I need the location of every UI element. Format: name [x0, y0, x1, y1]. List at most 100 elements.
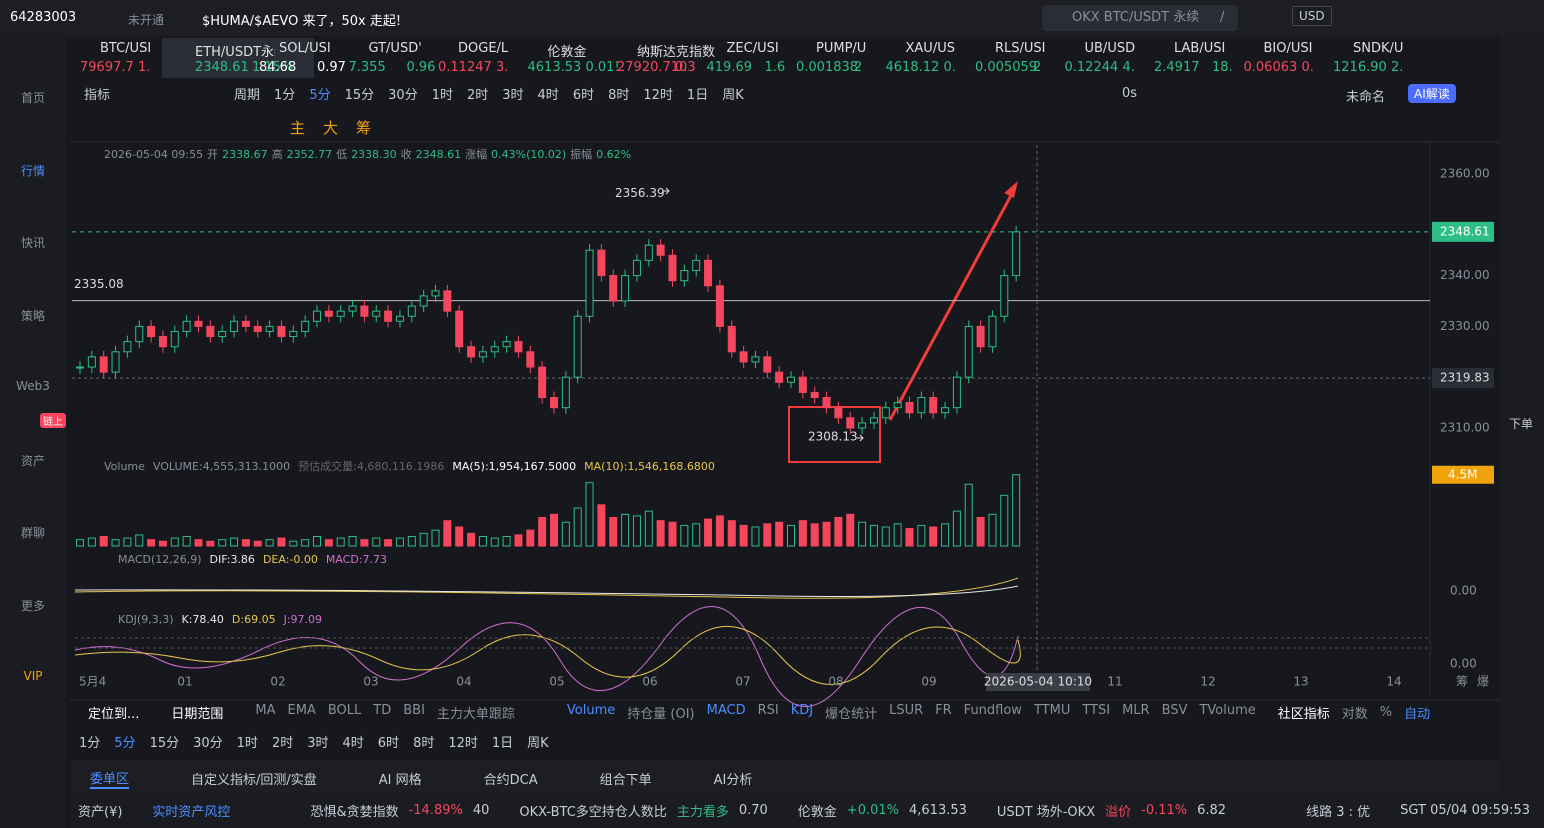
order[interactable]: 下单 — [1509, 417, 1534, 431]
ticker-name[interactable]: 伦敦金 — [547, 45, 587, 60]
range[interactable]: 日期范围 — [171, 707, 224, 722]
ticker-name[interactable]: BTC/USI — [100, 41, 152, 56]
tab[interactable]: AI分析 — [713, 773, 753, 788]
sub-ind[interactable]: BSV — [1161, 703, 1188, 718]
layout[interactable]: 未命名 — [1346, 90, 1386, 105]
ticker-name[interactable]: LAB/USI — [1174, 41, 1226, 56]
ticker-name[interactable]: UB/USD — [1084, 41, 1136, 56]
nav-item[interactable]: Web3 — [16, 379, 50, 393]
ticker-name[interactable]: GT/USD' — [368, 41, 422, 56]
asset[interactable]: 资产(¥) — [78, 805, 123, 820]
interval[interactable]: 1分 — [79, 736, 101, 751]
search[interactable]: OKX BTC/USDT 永续 — [1042, 5, 1238, 31]
tab[interactable]: 组合下单 — [599, 773, 652, 788]
ticker-name[interactable]: SNDK/U — [1353, 41, 1404, 56]
sub-ind[interactable]: Volume — [566, 703, 616, 718]
ticker-name[interactable]: PUMP/U — [816, 41, 867, 56]
sub-ind[interactable]: KDJ — [790, 703, 814, 718]
ticker-name[interactable]: 纳斯达克指数 — [637, 45, 716, 60]
interval[interactable]: 3时 — [502, 87, 524, 103]
sub-ind[interactable]: MLR — [1122, 703, 1150, 718]
ticker-name[interactable]: RLS/USI — [995, 41, 1046, 56]
ai-btn[interactable]: AI解读 — [1408, 84, 1456, 103]
nav-item[interactable]: 资产 — [20, 453, 45, 468]
interval[interactable]: 6时 — [572, 87, 595, 103]
nav-item[interactable]: 策略 — [20, 308, 45, 323]
nav-item[interactable]: 更多 — [20, 598, 45, 613]
interval[interactable]: 5分 — [114, 736, 136, 751]
tab[interactable]: AI 网格 — [378, 773, 422, 788]
interval[interactable]: 1分 — [274, 87, 296, 103]
candle — [1012, 231, 1021, 277]
candle — [241, 320, 250, 327]
interval[interactable]: 1日 — [491, 736, 514, 751]
x-tick-label: 06 — [642, 675, 657, 689]
nav-item[interactable]: 行情 — [20, 163, 45, 178]
interval[interactable]: 2时 — [466, 87, 489, 103]
interval[interactable]: 3时 — [307, 736, 329, 751]
sub-ind[interactable]: 持仓量 (OI) — [627, 707, 695, 722]
sub-ind[interactable]: RSI — [757, 703, 779, 718]
sub-ind[interactable]: Fundflow — [963, 703, 1022, 718]
sub-ind[interactable]: 爆仓统计 — [825, 707, 878, 722]
nav-item[interactable]: 快讯 — [20, 236, 45, 250]
tab[interactable]: 委单区 — [90, 768, 130, 789]
risk[interactable]: 实时资产风控 — [152, 805, 231, 820]
main-ind[interactable]: BOLL — [327, 703, 362, 718]
interval[interactable]: 1时 — [431, 87, 453, 103]
interval[interactable]: 周K — [722, 87, 744, 103]
main-ind[interactable]: EMA — [287, 703, 316, 718]
ticker-name[interactable]: ZEC/USI — [726, 41, 779, 56]
x-tick-label: 05 — [549, 675, 564, 689]
interval[interactable]: 8时 — [413, 736, 435, 751]
auto[interactable]: 自动 — [1404, 707, 1431, 722]
main-ind[interactable]: TD — [373, 703, 392, 718]
tab[interactable]: 合约DCA — [483, 773, 538, 788]
interval[interactable]: 周K — [527, 736, 549, 751]
ticker-name[interactable]: SOL/USI — [279, 41, 331, 56]
interval[interactable]: 30分 — [193, 736, 223, 751]
main-ind[interactable]: BBI — [403, 703, 425, 718]
sub-ind[interactable]: TVolume — [1199, 703, 1256, 718]
nav-item[interactable]: VIP — [23, 669, 43, 683]
sub-ind[interactable]: TTSI — [1082, 703, 1111, 718]
sub-ind[interactable]: FR — [935, 703, 952, 718]
nav-item[interactable]: 群聊 — [20, 526, 45, 540]
interval[interactable]: 15分 — [344, 87, 375, 103]
sub-ind[interactable]: TTMU — [1033, 703, 1071, 718]
locate[interactable]: 定位到... — [88, 707, 140, 722]
interval[interactable]: 12时 — [643, 87, 673, 103]
interval[interactable]: 1时 — [236, 736, 258, 751]
interval[interactable]: 4时 — [537, 87, 559, 103]
interval[interactable]: 30分 — [388, 87, 418, 103]
tool[interactable]: 大 — [323, 119, 339, 137]
main-ind[interactable]: MA — [255, 703, 276, 718]
interval[interactable]: 6时 — [377, 736, 400, 751]
news[interactable]: $HUMA/$AEVO 来了，50x 走起! — [202, 14, 402, 29]
log[interactable]: 对数 — [1341, 707, 1368, 722]
sub-ind[interactable]: MACD — [706, 703, 746, 718]
tool[interactable]: 筹 — [356, 119, 372, 137]
interval[interactable]: 8时 — [608, 87, 630, 103]
pct[interactable]: % — [1379, 705, 1393, 720]
account-id[interactable]: 64283003 — [10, 10, 77, 25]
interval[interactable]: 15分 — [149, 736, 180, 751]
ticker-name[interactable]: BIO/USI — [1263, 41, 1313, 56]
period-btn[interactable]: 周期 — [234, 87, 261, 103]
interval[interactable]: 5分 — [309, 87, 331, 103]
interval[interactable]: 1日 — [686, 87, 709, 103]
interval[interactable]: 12时 — [448, 736, 478, 751]
sub-ind[interactable]: LSUR — [889, 703, 924, 718]
nav-item[interactable]: 首页 — [20, 91, 45, 105]
tab[interactable]: 自定义指标/回测/实盘 — [191, 773, 317, 788]
tool[interactable]: 主 — [290, 119, 306, 137]
interval[interactable]: 2时 — [271, 736, 294, 751]
ticker-name[interactable]: DOGE/L — [458, 41, 509, 56]
main-ind[interactable]: 主力大单跟踪 — [436, 707, 515, 722]
ticker-name[interactable]: XAU/US — [905, 41, 955, 56]
community[interactable]: 社区指标 — [1277, 707, 1330, 722]
currency[interactable]: USD — [1292, 6, 1332, 26]
interval[interactable]: 4时 — [342, 736, 364, 751]
indicator-btn[interactable]: 指标 — [84, 87, 111, 103]
